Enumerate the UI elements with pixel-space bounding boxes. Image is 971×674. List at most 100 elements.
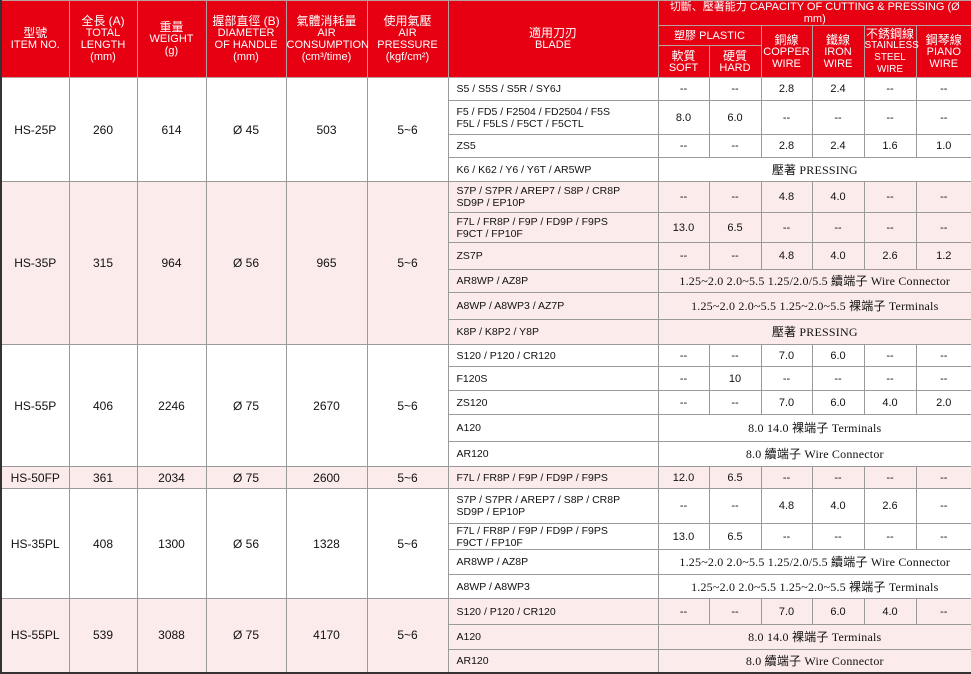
header-diameter-unit: (mm): [233, 51, 259, 63]
cell-hard: --: [709, 182, 761, 213]
header-copper-zh: 銅線: [762, 34, 812, 46]
cell-diameter: Ø 75: [206, 467, 286, 489]
cell-blade: AR120: [448, 650, 658, 673]
cell-weight: 1300: [137, 489, 206, 599]
blade-line: S7P / S7PR / AREP7 / S8P / CR8P: [457, 185, 621, 197]
cell-air: 965: [286, 182, 367, 345]
cell-blade: K6 / K62 / Y6 / Y6T / AR5WP: [448, 158, 658, 182]
header-copper-en2: WIRE: [772, 58, 801, 70]
header-stainless-en1: STAINLESS: [865, 40, 919, 51]
blade-line: S7P / S7PR / AREP7 / S8P / CR8P: [457, 494, 621, 506]
cell-piano: --: [916, 345, 971, 367]
cell-hard: --: [709, 78, 761, 101]
cell-capacity-note: 8.0 14.0 裸端子 Terminals: [658, 415, 971, 442]
cell-air: 503: [286, 78, 367, 182]
cell-piano: --: [916, 182, 971, 213]
blade-line: AR8WP / AZ8P: [457, 275, 529, 287]
cell-piano: --: [916, 467, 971, 489]
header-item-zh: 型號: [2, 27, 69, 39]
cell-length: 260: [69, 78, 137, 182]
header-air-pressure-en2: PRESSURE: [377, 39, 438, 51]
header-iron-zh: 鐵線: [813, 34, 864, 46]
cell-capacity-note: 1.25~2.0 2.0~5.5 1.25/2.0/5.5 續端子 Wire C…: [658, 270, 971, 293]
header-length-zh: 全長 (A): [70, 15, 137, 27]
cell-copper: 2.8: [761, 78, 812, 101]
cell-length: 408: [69, 489, 137, 599]
header-air-consumption-unit: (cm³/time): [302, 51, 352, 63]
cell-weight: 3088: [137, 599, 206, 673]
header-length-en2: LENGTH: [81, 39, 126, 51]
cell-stainless: --: [864, 78, 916, 101]
cell-pressure: 5~6: [367, 345, 448, 467]
cell-blade: A120: [448, 415, 658, 442]
cell-blade: ZS7P: [448, 243, 658, 270]
cell-blade: S120 / P120 / CR120: [448, 345, 658, 367]
cell-copper: --: [761, 367, 812, 391]
header-soft-zh: 軟質: [659, 50, 709, 62]
cell-copper: 4.8: [761, 489, 812, 524]
cell-piano: --: [916, 213, 971, 243]
cell-stainless: --: [864, 524, 916, 550]
cell-soft: --: [658, 78, 709, 101]
header-piano-en2: WIRE: [929, 58, 958, 70]
cell-blade: K8P / K8P2 / Y8P: [448, 320, 658, 345]
cell-blade: A120: [448, 625, 658, 650]
cell-pressure: 5~6: [367, 78, 448, 182]
cell-pressure: 5~6: [367, 489, 448, 599]
cell-blade: ZS120: [448, 391, 658, 415]
cell-copper: --: [761, 101, 812, 135]
cell-blade: F7L / FR8P / F9P / FD9P / F9PS: [448, 467, 658, 489]
header-air-consumption-en2: CONSUMPTION: [287, 39, 370, 51]
cell-iron: 6.0: [812, 599, 864, 625]
blade-line: A8WP / A8WP3 / AZ7P: [457, 300, 565, 312]
cell-hard: 6.0: [709, 101, 761, 135]
cell-copper: 7.0: [761, 345, 812, 367]
cell-hard: 10: [709, 367, 761, 391]
cell-blade: AR8WP / AZ8P: [448, 550, 658, 575]
header-blade-en: BLADE: [535, 39, 571, 51]
header-piano-en1: PIANO: [927, 46, 961, 58]
blade-line: F7L / FR8P / F9P / FD9P / F9PS: [457, 472, 608, 484]
header-blade-zh: 適用刀刃: [449, 27, 658, 39]
blade-line: S5 / S5S / S5R / SY6J: [457, 83, 561, 95]
cell-diameter: Ø 75: [206, 345, 286, 467]
header-weight-en: WEIGHT: [150, 33, 194, 45]
blade-line: ZS5: [457, 140, 476, 152]
cell-pressure: 5~6: [367, 599, 448, 673]
cell-item: HS-35P: [1, 182, 69, 345]
cell-soft: 12.0: [658, 467, 709, 489]
cell-iron: 4.0: [812, 489, 864, 524]
blade-line: SD9P / EP10P: [457, 506, 526, 518]
cell-iron: --: [812, 524, 864, 550]
cell-stainless: 1.6: [864, 135, 916, 158]
cell-iron: --: [812, 101, 864, 135]
cell-blade: AR120: [448, 442, 658, 467]
header-weight-unit: (g): [165, 45, 178, 57]
cell-hard: --: [709, 135, 761, 158]
cell-copper: 2.8: [761, 135, 812, 158]
cell-iron: --: [812, 467, 864, 489]
header-capacity: 切斷、壓著能力 CAPACITY OF CUTTING & PRESSING (…: [658, 1, 971, 26]
cell-capacity-note: 1.25~2.0 2.0~5.5 1.25~2.0~5.5 裸端子 Termin…: [658, 293, 971, 320]
cell-stainless: --: [864, 345, 916, 367]
cell-blade: F120S: [448, 367, 658, 391]
blade-line: S120 / P120 / CR120: [457, 350, 556, 362]
cell-item: HS-35PL: [1, 489, 69, 599]
blade-line: AR8WP / AZ8P: [457, 556, 529, 568]
cell-piano: --: [916, 599, 971, 625]
cell-copper: --: [761, 213, 812, 243]
cell-iron: 2.4: [812, 78, 864, 101]
